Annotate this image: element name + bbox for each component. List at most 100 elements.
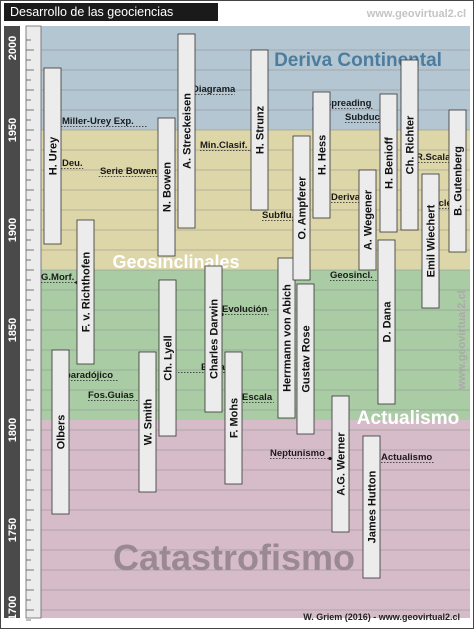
scientist-name: Olbers: [56, 415, 68, 450]
scientist-name: H. Urey: [48, 136, 60, 175]
milestone-label: Deu.: [62, 158, 83, 169]
milestone-6: Subduc.: [345, 112, 384, 125]
scientist-name: James Hutton: [367, 470, 379, 543]
milestone-19: Actualismo: [376, 452, 434, 465]
scientist-name: F. v. Richthofen: [81, 251, 93, 332]
lifespan-rect: [296, 283, 315, 435]
lifespan-rect: [421, 173, 440, 309]
scientist-bar-6: A. Streckeisen: [177, 33, 196, 229]
lifespan-rect: [292, 135, 311, 281]
milestone-3: Diagrama: [190, 84, 236, 97]
scientist-name: N. Bowen: [162, 162, 174, 212]
scientist-bar-9: H. Strunz: [250, 49, 269, 211]
milestone-label: Escala: [242, 392, 273, 403]
lifespan-rect: [157, 117, 176, 257]
website-top-label: www.geovirtual2.cl: [366, 8, 466, 20]
milestone-label: Fos.Guias: [88, 390, 134, 401]
milestone-label: Subduc.: [345, 112, 382, 123]
milestone-label: Actualismo: [381, 452, 432, 463]
scientist-name: A. Wegener: [363, 189, 375, 250]
milestone-dot: [328, 456, 332, 461]
scientist-name: A.G. Werner: [336, 432, 348, 496]
year-label-1800: 1800: [7, 418, 19, 442]
scientist-name: H. Benioff: [384, 137, 396, 189]
scientist-bar-13: H. Hess: [312, 91, 331, 219]
lifespan-rect: [250, 49, 269, 211]
scientist-name: A. Streckeisen: [182, 93, 194, 169]
year-label-1900: 1900: [7, 218, 19, 242]
era-label-3: Catastrofismo: [113, 537, 355, 578]
scientist-bar-7: Charles Darwin: [204, 265, 223, 413]
milestone-label: Diagrama: [192, 84, 236, 95]
year-label-1950: 1950: [7, 118, 19, 142]
lifespan-rect: [331, 395, 350, 533]
scientist-name: Emil Wiechert: [426, 204, 438, 277]
lifespan-rect: [224, 351, 243, 485]
milestone-label: Serie Bowen: [100, 166, 157, 177]
scientist-bar-20: Emil Wiechert: [421, 173, 440, 309]
scientist-bar-2: Olbers: [51, 349, 70, 515]
scientist-bar-1: F. v. Richthofen: [76, 219, 95, 365]
milestone-12: G.Morf.: [41, 272, 79, 285]
milestone-label: Miller-Urey Exp.: [62, 116, 134, 127]
year-label-1700: 1700: [7, 596, 19, 620]
lifespan-rect: [400, 59, 419, 231]
scientist-bar-11: O. Ampferer: [292, 135, 311, 281]
era-band-2: [41, 270, 470, 420]
year-label-1850: 1850: [7, 318, 19, 342]
lifespan-rect: [448, 109, 467, 253]
scientist-bar-19: Ch. Richter: [400, 59, 419, 231]
scientist-bar-0: H. Urey: [43, 67, 62, 245]
scientist-bar-8: F. Mohs: [224, 351, 243, 485]
scientist-bar-12: Gustav Rose: [296, 283, 315, 435]
lifespan-rect: [177, 33, 196, 229]
scientist-bar-21: B. Gutenberg: [448, 109, 467, 253]
lifespan-rect: [312, 91, 331, 219]
milestone-label: Neptunismo: [270, 448, 325, 459]
website-side-label: www.geovirtual2.cl: [456, 290, 468, 390]
milestone-label: Min.Clasif.: [200, 140, 248, 151]
scientist-name: Ch. Lyell: [163, 335, 175, 380]
year-label-2000: 2000: [7, 36, 19, 60]
milestone-18: Neptunismo: [270, 448, 332, 461]
lifespan-rect: [51, 349, 70, 515]
milestone-label: Evolución: [222, 304, 268, 315]
milestone-label: Subflu.: [262, 210, 294, 221]
lifespan-rect: [379, 93, 398, 233]
scientist-name: Gustav Rose: [301, 325, 313, 392]
scientist-name: Herrmann von Abich: [282, 284, 294, 392]
lifespan-rect: [76, 219, 95, 365]
milestone-label: G.Morf.: [41, 272, 74, 283]
era-label-2: Actualismo: [357, 408, 459, 429]
milestone-13: Evolución: [220, 304, 270, 317]
scientist-name: W. Smith: [143, 399, 155, 446]
lifespan-rect: [277, 257, 296, 419]
scientist-name: D. Dana: [382, 301, 394, 343]
milestone-label: Geosincl.: [330, 270, 373, 281]
milestone-15: paradójico: [63, 370, 118, 383]
scientist-name: F. Mohs: [229, 398, 241, 438]
scientist-name: O. Ampferer: [297, 176, 309, 240]
scientist-name: H. Strunz: [255, 105, 267, 154]
milestone-2: Serie Bowen: [98, 166, 162, 179]
lifespan-rect: [138, 351, 157, 493]
credit-label: W. Griem (2016) - www.geovirtual2.cl: [303, 612, 460, 622]
figure-title: Desarrollo de las geociencias: [10, 5, 173, 19]
scientist-name: Charles Darwin: [209, 299, 221, 379]
lifespan-rect: [204, 265, 223, 413]
milestone-label: paradójico: [65, 370, 113, 381]
milestone-0: Miller-Urey Exp.: [56, 116, 147, 129]
lifespan-rect: [158, 279, 177, 437]
scientist-bar-18: H. Benioff: [379, 93, 398, 233]
lifespan-rect: [362, 435, 381, 579]
scientist-bar-5: Ch. Lyell: [158, 279, 177, 437]
scientist-bar-10: Herrmann von Abich: [277, 257, 296, 419]
scientist-bar-16: James Hutton: [362, 435, 381, 579]
year-label-1750: 1750: [7, 518, 19, 542]
scientist-name: Ch. Richter: [405, 115, 417, 174]
lifespan-rect: [377, 239, 396, 405]
milestone-label: nucleo: [427, 198, 458, 209]
scientist-name: B. Gutenberg: [453, 146, 465, 216]
scientist-bar-15: A. Wegener: [358, 169, 377, 271]
